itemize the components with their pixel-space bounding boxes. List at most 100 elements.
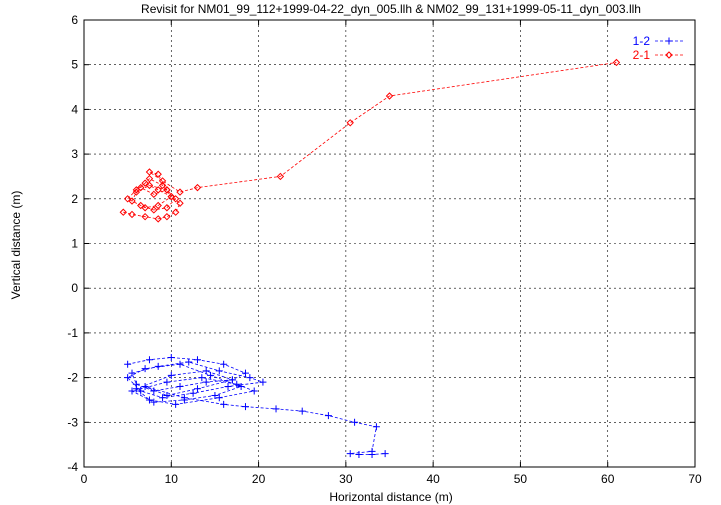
- data-point: [128, 210, 136, 219]
- y-tick-label: -2: [67, 371, 78, 385]
- y-tick-label: 0: [71, 281, 78, 295]
- x-tick-label: 0: [81, 472, 88, 486]
- data-point: [176, 360, 184, 368]
- data-point: [193, 356, 201, 364]
- y-axis: -4 -3 -2 -1 0 1 2 3 4 5 6: [67, 13, 695, 474]
- series-2-1: [119, 58, 621, 223]
- data-point: [250, 387, 258, 395]
- data-point: [137, 183, 145, 192]
- data-point: [128, 387, 136, 395]
- y-tick-label: 1: [71, 237, 78, 251]
- data-point: [141, 383, 149, 391]
- data-point: [163, 212, 171, 221]
- data-point: [228, 376, 236, 384]
- data-point: [124, 374, 132, 382]
- data-point: [167, 371, 175, 379]
- y-tick-label: 3: [71, 147, 78, 161]
- data-point: [150, 206, 158, 214]
- y-tick-label: 6: [71, 13, 78, 27]
- data-point: [154, 186, 162, 194]
- data-point: [259, 378, 267, 386]
- data-point: [123, 195, 132, 203]
- data-point: [220, 360, 228, 368]
- x-tick-label: 60: [601, 472, 615, 486]
- legend-marker: [665, 37, 673, 45]
- data-point: [145, 396, 153, 404]
- data-point: [132, 188, 141, 196]
- data-point: [145, 174, 154, 183]
- series-layer: [119, 58, 621, 458]
- data-point: [141, 212, 149, 221]
- y-tick-label: 4: [71, 102, 78, 116]
- x-axis: 0 10 20 30 40 50 60 70: [81, 20, 702, 486]
- data-point: [150, 387, 158, 395]
- data-point: [128, 369, 136, 377]
- data-point: [185, 358, 193, 366]
- x-tick-label: 30: [339, 472, 353, 486]
- series-line: [123, 62, 617, 220]
- data-point: [159, 394, 167, 402]
- data-point: [176, 383, 184, 391]
- data-point: [202, 367, 210, 375]
- y-tick-label: -3: [67, 415, 78, 429]
- data-point: [351, 418, 359, 426]
- data-point: [198, 374, 206, 382]
- x-tick-label: 10: [165, 472, 179, 486]
- x-tick-label: 50: [514, 472, 528, 486]
- data-point: [163, 378, 171, 386]
- data-point: [180, 394, 188, 402]
- data-point: [141, 204, 149, 212]
- data-point: [276, 172, 285, 181]
- data-point: [119, 208, 127, 216]
- data-point: [141, 365, 149, 373]
- data-point: [202, 378, 210, 386]
- data-point: [233, 380, 241, 388]
- legend-label: 1-2: [633, 34, 651, 48]
- y-tick-label: 5: [71, 58, 78, 72]
- data-point: [163, 391, 171, 399]
- data-point: [298, 407, 306, 415]
- y-tick-label: 2: [71, 192, 78, 206]
- data-point: [167, 192, 175, 201]
- data-point: [324, 412, 332, 420]
- x-tick-label: 20: [252, 472, 266, 486]
- series-1-2: [124, 353, 389, 458]
- data-point: [124, 360, 132, 368]
- grid: [84, 20, 695, 467]
- data-point: [150, 398, 158, 406]
- x-tick-label: 70: [688, 472, 702, 486]
- data-point: [154, 215, 162, 223]
- legend-marker: [665, 51, 673, 59]
- chart-title: Revisit for NM01_99_112+1999-04-22_dyn_0…: [141, 2, 641, 16]
- data-point: [368, 450, 376, 458]
- data-point: [163, 204, 171, 212]
- data-point: [372, 423, 380, 431]
- data-point: [355, 450, 363, 458]
- data-point: [612, 58, 621, 67]
- data-point: [241, 403, 249, 411]
- data-point: [189, 389, 197, 397]
- data-point: [215, 394, 223, 402]
- y-tick-label: -4: [67, 460, 78, 474]
- data-point: [215, 367, 223, 375]
- data-point: [141, 179, 149, 187]
- data-point: [150, 190, 158, 199]
- data-point: [172, 400, 180, 408]
- data-point: [154, 170, 162, 178]
- data-point: [137, 387, 145, 395]
- data-point: [241, 369, 249, 377]
- data-point: [237, 383, 245, 391]
- legend-label: 2-1: [633, 48, 651, 62]
- data-point: [128, 197, 136, 205]
- legend: 1-22-1: [633, 34, 683, 62]
- data-point: [145, 356, 153, 364]
- data-point: [224, 383, 232, 391]
- data-point: [207, 371, 215, 379]
- x-tick-label: 40: [426, 472, 440, 486]
- data-point: [154, 201, 162, 210]
- data-point: [154, 362, 162, 370]
- data-point: [176, 188, 184, 196]
- y-axis-label: Vertical distance (m): [9, 191, 23, 300]
- data-point: [346, 450, 354, 458]
